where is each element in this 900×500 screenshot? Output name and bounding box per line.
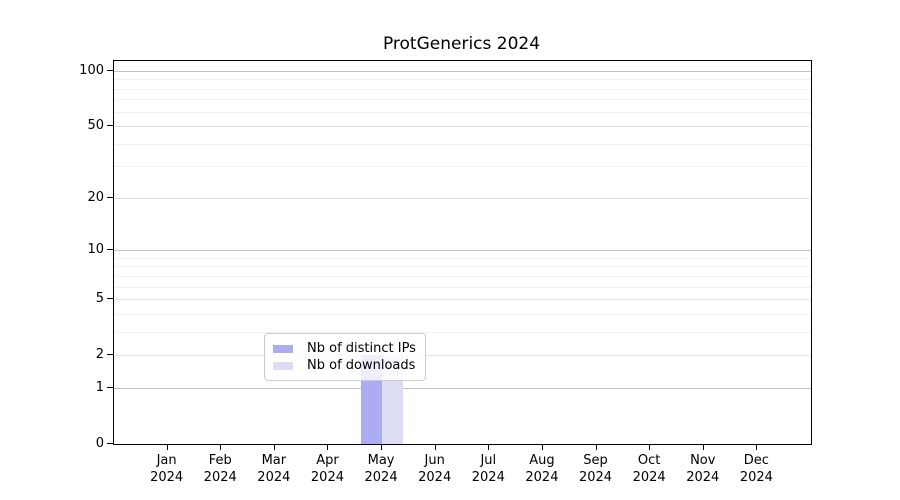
x-tick-label: Dec 2024: [739, 453, 773, 485]
gridline: [114, 299, 811, 301]
x-tick-mark: [220, 444, 222, 450]
y-tick-label: 1: [95, 379, 104, 395]
gridline: [114, 250, 811, 252]
gridline: [114, 286, 811, 288]
x-tick-mark: [541, 444, 543, 450]
plot-area: [113, 60, 812, 445]
x-tick-mark: [327, 444, 329, 450]
x-tick-mark: [702, 444, 704, 450]
x-tick-mark: [166, 444, 168, 450]
y-tick-mark: [107, 69, 114, 71]
x-tick-mark: [595, 444, 597, 450]
x-tick-label: May 2024: [364, 453, 398, 485]
gridline: [114, 126, 811, 128]
x-tick-label: Jul 2024: [471, 453, 505, 485]
x-tick-mark: [488, 444, 490, 450]
gridline: [114, 79, 811, 81]
x-tick-mark: [273, 444, 275, 450]
legend-label: Nb of downloads: [307, 358, 416, 373]
gridline: [114, 387, 811, 389]
y-tick-mark: [107, 386, 114, 388]
legend-label: Nb of distinct IPs: [307, 341, 416, 356]
x-tick-mark: [756, 444, 758, 450]
x-tick-label: Aug 2024: [525, 453, 559, 485]
y-tick-mark: [107, 443, 114, 444]
y-tick-mark: [107, 298, 114, 300]
gridline: [114, 166, 811, 168]
gridline: [114, 143, 811, 145]
gridline: [114, 266, 811, 268]
x-tick-label: Jun 2024: [418, 453, 452, 485]
gridline: [114, 70, 811, 72]
gridline: [114, 331, 811, 333]
gridline: [114, 88, 811, 90]
legend-swatch-icon: [273, 344, 293, 353]
x-tick-label: Jan 2024: [150, 453, 184, 485]
gridline: [114, 99, 811, 101]
legend: Nb of distinct IPs Nb of downloads: [264, 333, 426, 381]
y-tick-mark: [107, 354, 114, 356]
y-tick-label: 50: [87, 118, 104, 134]
gridline: [114, 313, 811, 315]
y-tick-mark: [107, 125, 114, 127]
legend-row: Nb of distinct IPs: [273, 340, 416, 357]
y-tick-mark: [107, 196, 114, 198]
y-tick-label: 100: [79, 62, 104, 78]
legend-swatch-icon: [273, 361, 293, 370]
y-tick-label: 0: [95, 436, 104, 451]
gridline: [114, 355, 811, 357]
gridline: [114, 257, 811, 259]
gridline: [114, 111, 811, 113]
x-tick-label: Feb 2024: [203, 453, 237, 485]
x-tick-label: Oct 2024: [632, 453, 666, 485]
x-tick-label: Nov 2024: [686, 453, 720, 485]
gridline: [114, 197, 811, 199]
y-tick-label: 2: [95, 347, 104, 363]
x-tick-mark: [381, 444, 383, 450]
gridline: [114, 275, 811, 277]
y-tick-label: 10: [87, 242, 104, 258]
y-tick-label: 5: [95, 291, 104, 307]
chart-title: ProtGenerics 2024: [382, 34, 541, 54]
x-tick-mark: [434, 444, 436, 450]
x-tick-label: Sep 2024: [578, 453, 613, 485]
x-tick-mark: [649, 444, 651, 450]
y-tick-mark: [107, 249, 114, 251]
x-tick-label: Apr 2024: [310, 453, 344, 485]
y-tick-label: 20: [87, 189, 104, 205]
x-tick-label: Mar 2024: [257, 453, 291, 485]
legend-row: Nb of downloads: [273, 357, 416, 374]
